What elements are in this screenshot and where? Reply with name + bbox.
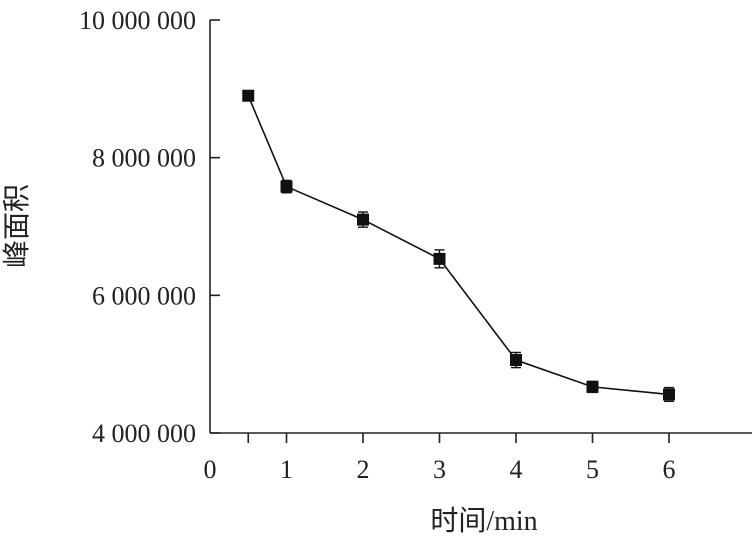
data-point xyxy=(586,380,599,393)
y-axis-label: 峰面积 xyxy=(1,184,33,268)
data-point xyxy=(433,252,446,265)
x-tick-label: 0 xyxy=(204,455,217,484)
ticks: 4 000 000 6 000 000 8 000 000 10 000 000 0 1 2… xyxy=(79,6,676,484)
data-point xyxy=(510,354,522,367)
data-point xyxy=(663,388,675,401)
x-tick-label: 1 xyxy=(280,455,293,484)
data-point xyxy=(280,180,293,193)
data-point xyxy=(242,89,255,102)
data-point xyxy=(357,213,369,226)
x-axis-label: 时间/min xyxy=(430,505,537,537)
axes xyxy=(209,20,752,434)
y-tick-label: 6 000 000 xyxy=(92,281,196,310)
y-tick-label: 4 000 000 xyxy=(92,419,196,448)
y-tick-label: 8 000 000 xyxy=(92,144,196,173)
x-tick-label: 3 xyxy=(433,455,446,484)
series xyxy=(242,89,675,403)
y-tick-label: 10 000 000 xyxy=(79,6,196,35)
x-tick-label: 4 xyxy=(510,455,523,484)
x-tick-label: 6 xyxy=(663,455,676,484)
x-tick-label: 5 xyxy=(586,455,599,484)
x-tick-label: 2 xyxy=(357,455,370,484)
series-line xyxy=(247,95,670,396)
